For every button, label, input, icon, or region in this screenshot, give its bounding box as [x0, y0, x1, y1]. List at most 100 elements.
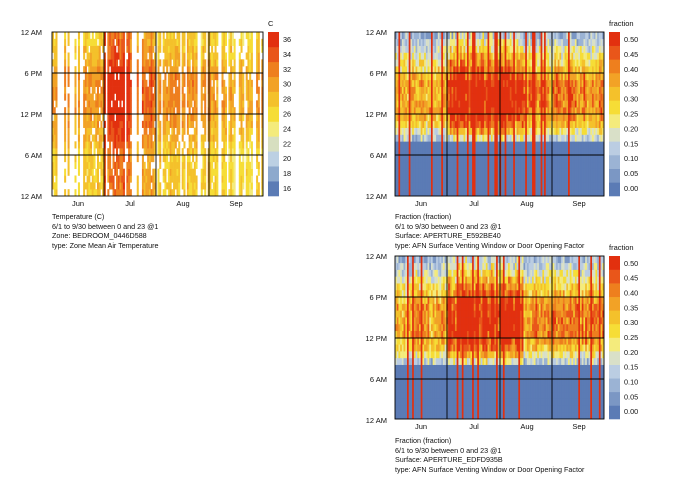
heatmap-cell — [532, 182, 535, 190]
heatmap-cell — [585, 79, 588, 87]
heatmap-cell — [480, 107, 483, 115]
heatmap-cell — [164, 182, 167, 190]
heatmap-cell — [230, 189, 233, 197]
heatmap-cell — [221, 45, 224, 53]
heatmap-cell — [562, 148, 565, 156]
heatmap-cell — [193, 93, 196, 101]
heatmap-cell — [171, 66, 174, 74]
heatmap-cell — [533, 107, 536, 115]
heatmap-cell — [496, 38, 499, 46]
heatmap-cell — [470, 189, 473, 197]
heatmap-cell — [590, 168, 593, 176]
heatmap-cell — [520, 141, 523, 149]
heatmap-cell — [561, 114, 564, 122]
heatmap-cell — [573, 45, 576, 53]
heatmap-cell — [247, 155, 250, 163]
heatmap-cell — [430, 38, 433, 46]
heatmap-cell — [441, 66, 444, 74]
heatmap-cell — [545, 38, 548, 46]
heatmap-cell — [145, 79, 148, 87]
heatmap-cell — [561, 127, 564, 135]
heatmap-cell — [211, 161, 214, 169]
heatmap-cell — [499, 120, 502, 128]
heatmap-cell — [528, 114, 531, 122]
heatmap-cell — [475, 161, 478, 169]
heatmap-cell — [77, 52, 80, 60]
heatmap-cell — [535, 59, 538, 67]
heatmap-cell — [593, 189, 596, 197]
heatmap-cell — [231, 79, 234, 87]
heatmap-cell — [490, 107, 493, 115]
heatmap-cell — [119, 86, 122, 94]
heatmap-cell — [535, 175, 538, 183]
heatmap-cell — [490, 161, 493, 169]
heatmap-cell — [461, 32, 464, 40]
heatmap-cell — [429, 86, 432, 94]
heatmap-cell — [559, 141, 562, 149]
heatmap-cell — [396, 59, 399, 67]
heatmap-cell — [595, 168, 598, 176]
heatmap-cell — [186, 32, 189, 40]
heatmap-cell — [245, 66, 248, 74]
heatmap-cell — [528, 155, 531, 163]
heatmap-cell — [542, 38, 545, 46]
heatmap-cell — [202, 59, 205, 67]
heatmap-cell — [247, 32, 250, 40]
heatmap-cell — [473, 32, 476, 40]
heatmap-cell — [171, 189, 174, 197]
heatmap-cell — [437, 120, 440, 128]
heatmap-cell — [528, 38, 531, 46]
heatmap-cell — [571, 73, 574, 81]
heatmap-cell — [598, 45, 601, 53]
heatmap-cell — [586, 32, 589, 40]
heatmap-cell — [257, 161, 260, 169]
heatmap-cell — [112, 45, 115, 53]
heatmap-cell — [84, 59, 87, 67]
heatmap-cell — [257, 107, 260, 115]
heatmap-cell — [463, 134, 466, 142]
heatmap-cell — [571, 175, 574, 183]
heatmap-cell — [547, 32, 550, 40]
heatmap-cell — [514, 107, 517, 115]
heatmap-cell — [427, 73, 430, 81]
heatmap-cell — [122, 59, 125, 67]
heatmap-cell — [497, 148, 500, 156]
heatmap-cell — [398, 182, 401, 190]
heatmap-cell — [193, 114, 196, 122]
heatmap-cell — [410, 52, 413, 60]
heatmap-cell — [454, 45, 457, 53]
heatmap-cell — [454, 86, 457, 94]
heatmap-cell — [451, 107, 454, 115]
heatmap-cell — [509, 66, 512, 74]
heatmap-cell — [595, 73, 598, 81]
heatmap-cell — [424, 155, 427, 163]
heatmap-cell — [96, 148, 99, 156]
heatmap-cell — [549, 79, 552, 87]
heatmap-cell — [261, 127, 264, 135]
heatmap-cell — [444, 141, 447, 149]
heatmap-cell — [501, 52, 504, 60]
heatmap-cell — [91, 73, 94, 81]
heatmap-cell — [600, 100, 603, 108]
heatmap-cell — [547, 155, 550, 163]
heatmap-cell — [400, 175, 403, 183]
heatmap-cell — [561, 52, 564, 60]
heatmap-cell — [518, 45, 521, 53]
heatmap-cell — [405, 107, 408, 115]
heatmap-cell — [162, 59, 165, 67]
heatmap-cell — [526, 100, 529, 108]
heatmap-cell — [136, 66, 139, 74]
heatmap-cell — [470, 66, 473, 74]
heatmap-cell — [482, 52, 485, 60]
heatmap-cell — [525, 52, 528, 60]
heatmap-cell — [395, 93, 398, 101]
heatmap-cell — [501, 32, 504, 40]
heatmap-cell — [114, 100, 117, 108]
heatmap-cell — [576, 114, 579, 122]
heatmap-cell — [395, 385, 398, 393]
heatmap-cell — [126, 189, 129, 197]
heatmap-cell — [396, 114, 399, 122]
heatmap-cell — [600, 32, 603, 40]
heatmap-cell — [154, 189, 157, 197]
heatmap-cell — [472, 73, 475, 81]
